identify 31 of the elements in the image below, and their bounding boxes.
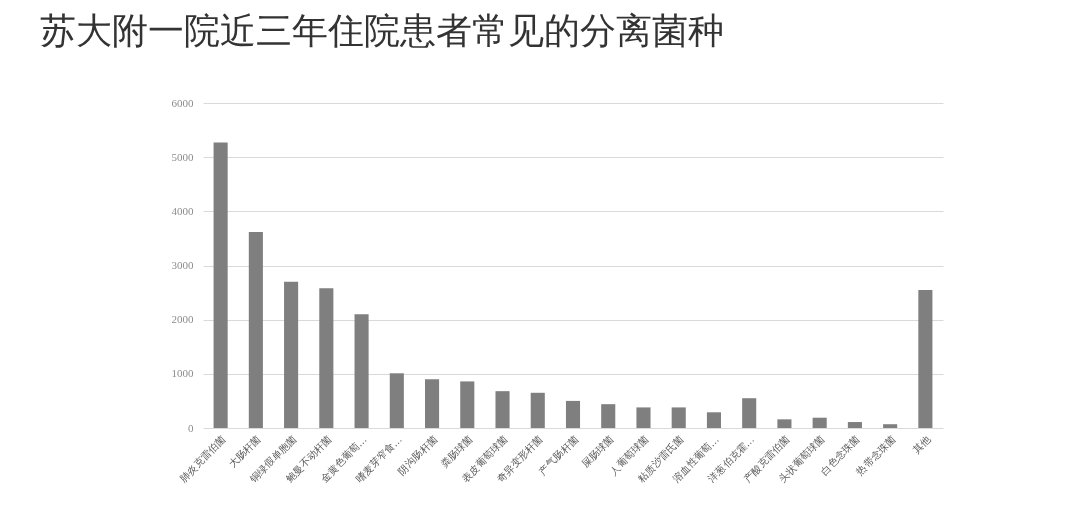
bar [847, 422, 862, 428]
bar [883, 424, 898, 428]
bar [777, 419, 792, 428]
y-tick-label: 5000 [171, 150, 194, 163]
x-tick-label: 其他 [910, 433, 933, 456]
chart-title: 苏大附一院近三年住院患者常见的分离菌种 [40, 10, 724, 51]
bar [601, 404, 616, 428]
bar [213, 142, 228, 428]
y-tick-label: 1000 [171, 367, 194, 380]
y-tick-label: 3000 [171, 259, 194, 271]
bar [742, 398, 757, 428]
bar [495, 391, 510, 428]
bar [565, 400, 581, 428]
bar [248, 231, 263, 428]
bar [319, 288, 334, 428]
bar [918, 289, 933, 428]
y-tick-label: 4000 [171, 204, 194, 217]
bar [425, 379, 440, 428]
bar [706, 412, 721, 428]
bar [389, 373, 404, 428]
bar [671, 407, 686, 428]
bar [354, 314, 369, 428]
y-tick-label: 0 [188, 421, 194, 434]
bar [460, 381, 475, 428]
x-tick-label: 肺炎克雷伯菌 [177, 433, 228, 484]
bar [530, 392, 545, 428]
bar [284, 281, 299, 428]
bar [636, 407, 651, 428]
bar [812, 417, 827, 428]
y-tick-label: 6000 [171, 96, 194, 109]
y-tick-label: 2000 [171, 313, 194, 326]
